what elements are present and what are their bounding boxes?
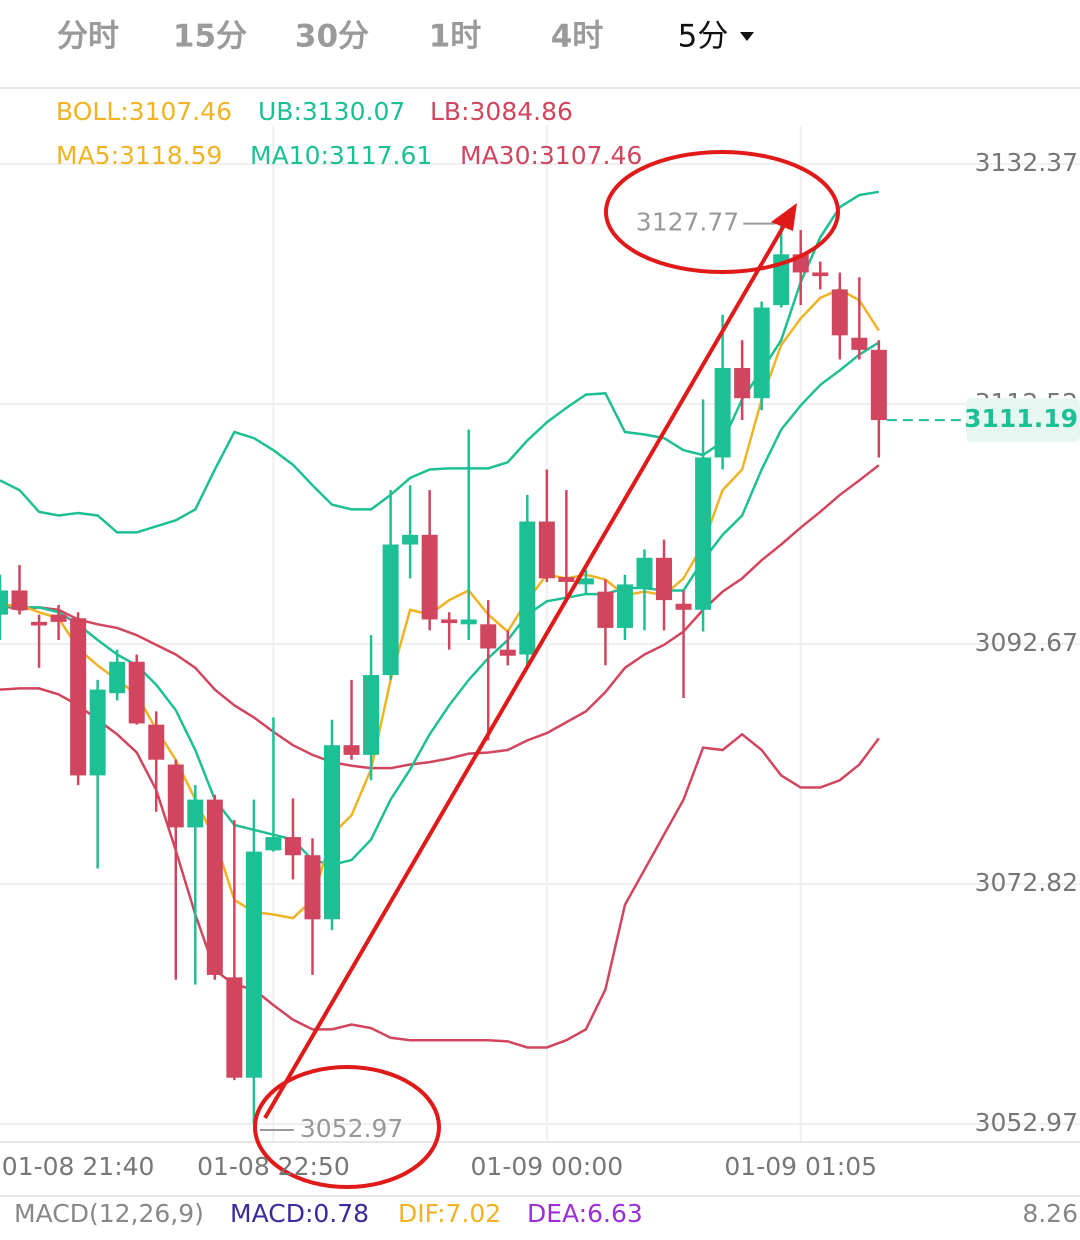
indicator-line [0, 287, 880, 920]
macd-value: MACD:0.78 [230, 1199, 369, 1228]
indicator-line [0, 464, 880, 770]
candle-body [11, 590, 28, 610]
candle-body [480, 624, 497, 649]
legend-entry: UB:3130.07 [258, 97, 405, 126]
macd-value: DEA:6.63 [527, 1199, 643, 1228]
candle-body [245, 851, 262, 1078]
candle-body [519, 521, 536, 655]
legend-entry: BOLL:3107.46 [56, 97, 232, 126]
x-tick-label: 01-09 00:00 [471, 1152, 624, 1181]
y-tick-label: 3132.37 [975, 148, 1078, 177]
x-tick-label: 01-08 22:50 [197, 1152, 350, 1181]
candle-body [812, 272, 829, 277]
candle-body [753, 307, 770, 399]
candle-body [421, 534, 438, 620]
overlay: 3127.77 3052.97 3111.19 [259, 208, 1080, 1143]
candle-body [734, 367, 751, 399]
arrow-head [771, 203, 797, 231]
dropdown-icon [740, 32, 754, 41]
candle-body [50, 614, 67, 622]
macd-axis-label: 8.26 [1022, 1199, 1078, 1228]
candle-body [284, 837, 301, 856]
candle-body [831, 289, 848, 336]
candle-body [128, 661, 145, 724]
y-tick-label: 3092.67 [975, 628, 1078, 657]
price-box [966, 398, 1080, 443]
candle-body [636, 557, 653, 589]
candle-body [577, 578, 594, 585]
candle-body [597, 591, 614, 628]
indicator-line [0, 341, 880, 867]
candle-body [656, 557, 673, 601]
tab[interactable]: 1时 [429, 19, 482, 55]
candle-body [675, 603, 692, 610]
tab[interactable]: 5分 [678, 19, 729, 55]
candle-body [363, 675, 380, 755]
x-tick-label: 01-09 01:05 [724, 1152, 877, 1181]
legend-entry: MA30:3107.46 [460, 141, 642, 170]
macd-value: DIF:7.02 [398, 1199, 501, 1228]
candle-body [206, 799, 223, 975]
x-tick-label: 01-08 21:40 [2, 1152, 155, 1181]
candle-body [226, 977, 243, 1078]
candle-body [265, 837, 282, 851]
candle-body [695, 457, 712, 610]
candle-body [558, 577, 575, 582]
candle-body [402, 534, 419, 545]
y-tick-label: 3052.97 [975, 1108, 1078, 1137]
legend-entry: MA5:3118.59 [56, 141, 222, 170]
candle-body [0, 590, 8, 615]
candle-body [304, 855, 321, 920]
tab[interactable]: 15分 [173, 19, 247, 55]
candle-body [616, 584, 633, 628]
candle-body [148, 724, 165, 760]
arrow-line [263, 220, 788, 1120]
circle-annotation [604, 150, 840, 274]
candle-body [870, 349, 887, 421]
candle-body [324, 745, 341, 920]
legend-entry: LB:3084.86 [430, 97, 573, 126]
indicator-line [0, 687, 880, 1049]
annotation-drawing [253, 150, 840, 1189]
candle-body [343, 745, 360, 755]
candle-body [851, 337, 868, 350]
indicator-line [0, 190, 880, 534]
high-label: 3127.77 [636, 208, 739, 237]
candle-body [499, 649, 516, 656]
tab[interactable]: 4时 [551, 19, 604, 55]
low-label: 3052.97 [300, 1114, 403, 1143]
candle-body [460, 619, 477, 625]
candle-body [441, 619, 458, 624]
candle-body [70, 618, 87, 776]
tab[interactable]: 30分 [295, 19, 369, 55]
macd-title: MACD(12,26,9) [14, 1199, 204, 1228]
tab[interactable]: 分时 [57, 19, 119, 55]
price-label: 3111.19 [964, 404, 1078, 433]
y-tick-label: 3072.82 [975, 868, 1078, 897]
candle-body [89, 689, 106, 776]
candle-body [109, 661, 126, 694]
plot [0, 190, 887, 1124]
candle-body [538, 521, 555, 579]
candle-body [31, 621, 48, 626]
candle-body [382, 544, 399, 676]
circle-annotation [253, 1065, 441, 1189]
candle-body [187, 799, 204, 828]
candle-body [167, 764, 184, 828]
candle-body [714, 367, 731, 458]
legend-entry: MA10:3117.61 [250, 141, 432, 170]
